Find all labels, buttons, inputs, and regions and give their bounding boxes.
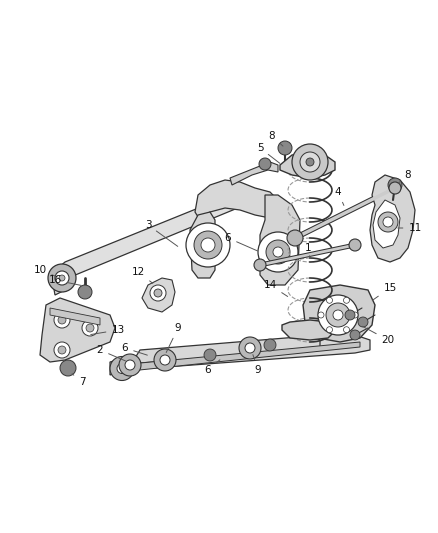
Circle shape xyxy=(58,316,66,324)
Polygon shape xyxy=(40,298,115,362)
Polygon shape xyxy=(110,335,370,375)
Circle shape xyxy=(349,239,361,251)
Text: 3: 3 xyxy=(145,220,178,246)
Text: 8: 8 xyxy=(268,131,283,146)
Text: 6: 6 xyxy=(225,233,258,251)
Text: 5: 5 xyxy=(257,143,280,163)
Circle shape xyxy=(150,285,166,301)
Circle shape xyxy=(204,349,216,361)
Text: 4: 4 xyxy=(335,187,344,205)
Circle shape xyxy=(201,238,215,252)
Text: 9: 9 xyxy=(253,354,261,375)
Circle shape xyxy=(292,144,328,180)
Circle shape xyxy=(388,178,402,192)
Text: 15: 15 xyxy=(372,283,397,301)
Circle shape xyxy=(326,297,332,303)
Circle shape xyxy=(306,158,314,166)
Circle shape xyxy=(82,320,98,336)
Text: 20: 20 xyxy=(363,326,395,345)
Text: 6: 6 xyxy=(205,360,220,375)
Text: 10: 10 xyxy=(33,265,57,277)
Circle shape xyxy=(287,230,303,246)
Text: 13: 13 xyxy=(91,325,125,335)
Circle shape xyxy=(358,317,368,327)
Polygon shape xyxy=(303,285,375,342)
Circle shape xyxy=(300,152,320,172)
Circle shape xyxy=(259,158,271,170)
Text: 11: 11 xyxy=(398,223,422,233)
Polygon shape xyxy=(195,180,278,220)
Circle shape xyxy=(117,364,127,374)
Circle shape xyxy=(343,297,350,303)
Text: 7: 7 xyxy=(72,374,85,387)
Circle shape xyxy=(48,264,76,292)
Text: 1: 1 xyxy=(305,243,311,258)
Circle shape xyxy=(186,223,230,267)
Circle shape xyxy=(318,295,358,335)
Polygon shape xyxy=(130,342,360,371)
Circle shape xyxy=(154,349,176,371)
Circle shape xyxy=(194,231,222,259)
Polygon shape xyxy=(142,278,175,312)
Circle shape xyxy=(326,303,350,327)
Circle shape xyxy=(59,275,65,281)
Circle shape xyxy=(58,346,66,354)
Circle shape xyxy=(383,217,393,227)
Polygon shape xyxy=(280,152,335,178)
Circle shape xyxy=(154,289,162,297)
Text: 9: 9 xyxy=(166,323,181,352)
Circle shape xyxy=(378,212,398,232)
Circle shape xyxy=(345,310,355,320)
Polygon shape xyxy=(373,200,400,248)
Polygon shape xyxy=(190,212,215,278)
Circle shape xyxy=(343,327,350,333)
Circle shape xyxy=(160,355,170,365)
Text: 2: 2 xyxy=(97,345,125,361)
Circle shape xyxy=(266,240,290,264)
Text: 14: 14 xyxy=(263,280,288,296)
Polygon shape xyxy=(50,308,100,325)
Text: 12: 12 xyxy=(131,267,153,284)
Polygon shape xyxy=(260,195,300,285)
Circle shape xyxy=(239,337,261,359)
Circle shape xyxy=(258,232,298,272)
Circle shape xyxy=(254,259,266,271)
Circle shape xyxy=(352,312,358,318)
Circle shape xyxy=(54,342,70,358)
Circle shape xyxy=(318,312,324,318)
Text: 16: 16 xyxy=(48,275,81,286)
Circle shape xyxy=(125,360,135,370)
Circle shape xyxy=(350,330,360,340)
Polygon shape xyxy=(135,336,320,363)
Circle shape xyxy=(110,357,134,381)
Circle shape xyxy=(333,310,343,320)
Circle shape xyxy=(389,182,401,194)
Circle shape xyxy=(55,271,69,285)
Polygon shape xyxy=(282,320,336,340)
Circle shape xyxy=(245,343,255,353)
Circle shape xyxy=(54,312,70,328)
Text: 8: 8 xyxy=(398,170,411,183)
Circle shape xyxy=(273,247,283,257)
Circle shape xyxy=(86,324,94,332)
Circle shape xyxy=(278,141,292,155)
Polygon shape xyxy=(370,175,415,262)
Circle shape xyxy=(78,285,92,299)
Polygon shape xyxy=(230,162,278,185)
Circle shape xyxy=(264,339,276,351)
Circle shape xyxy=(119,354,141,376)
Polygon shape xyxy=(52,186,252,295)
Circle shape xyxy=(60,360,76,376)
Circle shape xyxy=(326,327,332,333)
Text: 6: 6 xyxy=(122,343,147,355)
